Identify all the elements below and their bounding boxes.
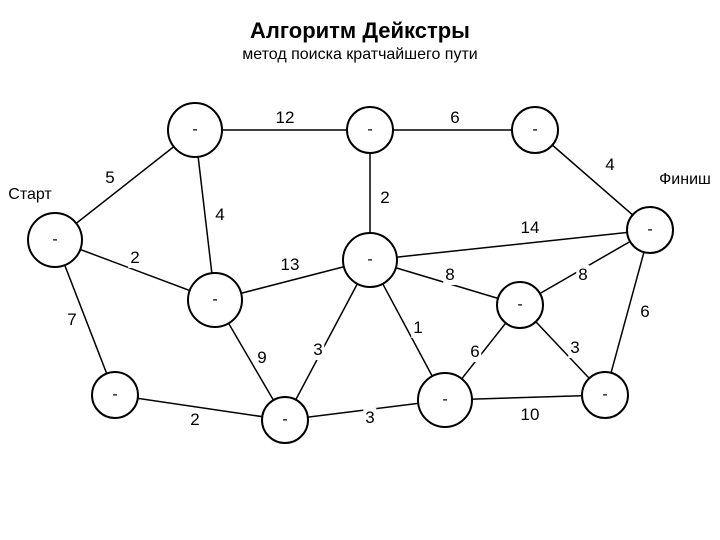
node-external-label: Старт	[8, 186, 51, 204]
edge-weight: 4	[213, 205, 226, 225]
edge-weight: 3	[311, 340, 324, 360]
graph-node: -	[581, 371, 629, 419]
edge-weight: 1	[411, 318, 424, 338]
edge-weight: 2	[128, 248, 141, 268]
edge-weight: 12	[274, 108, 297, 128]
graph-node: -	[417, 372, 473, 428]
graph-node: -	[626, 206, 674, 254]
graph-node: -	[496, 281, 544, 329]
edge-weight: 3	[568, 338, 581, 358]
edge-weight: 14	[519, 218, 542, 238]
edge-weight: 10	[519, 405, 542, 425]
graph-node: -	[27, 212, 83, 268]
graph-node: -	[187, 272, 243, 328]
graph-edge	[370, 230, 650, 260]
edge-weight: 2	[378, 188, 391, 208]
edge-weight: 4	[603, 155, 616, 175]
graph-node: -	[167, 102, 223, 158]
graph-node: -	[261, 396, 309, 444]
edge-weight: 6	[638, 302, 651, 322]
graph-node: -	[511, 106, 559, 154]
edge-weight: 6	[468, 342, 481, 362]
graph-node: -	[91, 371, 139, 419]
graph-node: -	[342, 232, 398, 288]
node-external-label: Финиш	[659, 171, 711, 189]
edge-weight: 7	[65, 310, 78, 330]
edge-weight: 5	[103, 168, 116, 188]
graph-node: -	[346, 106, 394, 154]
edge-weight: 9	[255, 348, 268, 368]
edge-weight: 3	[363, 408, 376, 428]
edge-weight: 6	[448, 108, 461, 128]
dijkstra-graph: 5271246241391483186323106-Старт----Финиш…	[0, 0, 720, 540]
edge-weight: 2	[188, 410, 201, 430]
edge-weight: 8	[443, 265, 456, 285]
edge-weight: 13	[279, 255, 302, 275]
edge-weight: 8	[576, 265, 589, 285]
